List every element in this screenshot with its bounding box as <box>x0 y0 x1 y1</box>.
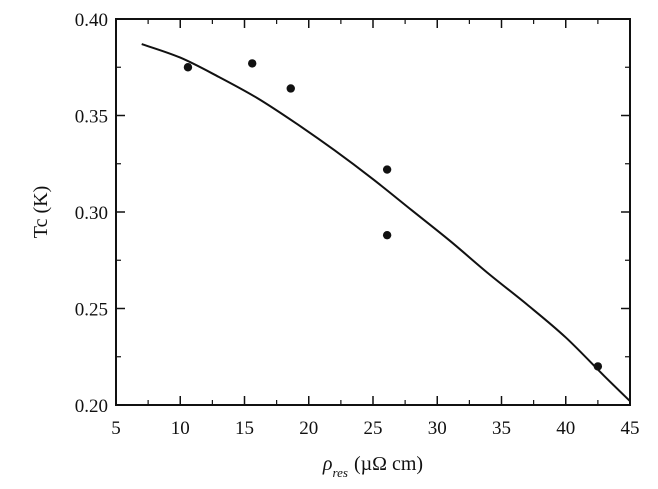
y-tick-label: 0.35 <box>75 107 108 128</box>
x-axis-symbol: ρ <box>322 453 333 475</box>
plot-frame <box>115 18 631 406</box>
x-tick-label: 40 <box>556 418 575 439</box>
x-axis-unit: (µΩ cm) <box>354 453 423 475</box>
y-tick-label: 0.30 <box>75 203 108 224</box>
y-ticks <box>116 18 630 406</box>
x-tick-label: 45 <box>621 418 640 439</box>
data-points-layer <box>183 59 603 371</box>
data-point <box>593 362 603 371</box>
x-tick-label: 35 <box>492 418 511 439</box>
x-tick-label: 10 <box>171 418 190 439</box>
y-tick-label: 0.40 <box>75 10 108 31</box>
y-tick-label: 0.20 <box>75 396 108 417</box>
data-point <box>382 230 392 240</box>
y-tick-labels: 0.20 0.25 0.30 0.35 0.40 <box>75 10 108 417</box>
x-ticks <box>115 19 631 405</box>
x-tick-label: 5 <box>111 418 121 439</box>
x-tick-label: 20 <box>299 418 318 439</box>
x-tick-label: 25 <box>364 418 383 439</box>
x-axis-subscript: res <box>333 465 348 480</box>
data-point <box>382 165 392 174</box>
y-axis-title: Tc (K) <box>30 186 52 238</box>
x-tick-label: 15 <box>235 418 254 439</box>
x-axis-title: ρres (µΩ cm) <box>322 453 423 480</box>
y-tick-label: 0.25 <box>75 300 108 321</box>
data-point <box>248 59 257 68</box>
data-point <box>183 63 193 72</box>
data-point <box>286 84 295 93</box>
x-tick-labels: 5 10 15 20 25 30 35 40 45 <box>111 418 639 439</box>
fit-curve-layer <box>141 43 631 402</box>
x-tick-label: 30 <box>428 418 447 439</box>
fit-curve <box>141 43 631 402</box>
